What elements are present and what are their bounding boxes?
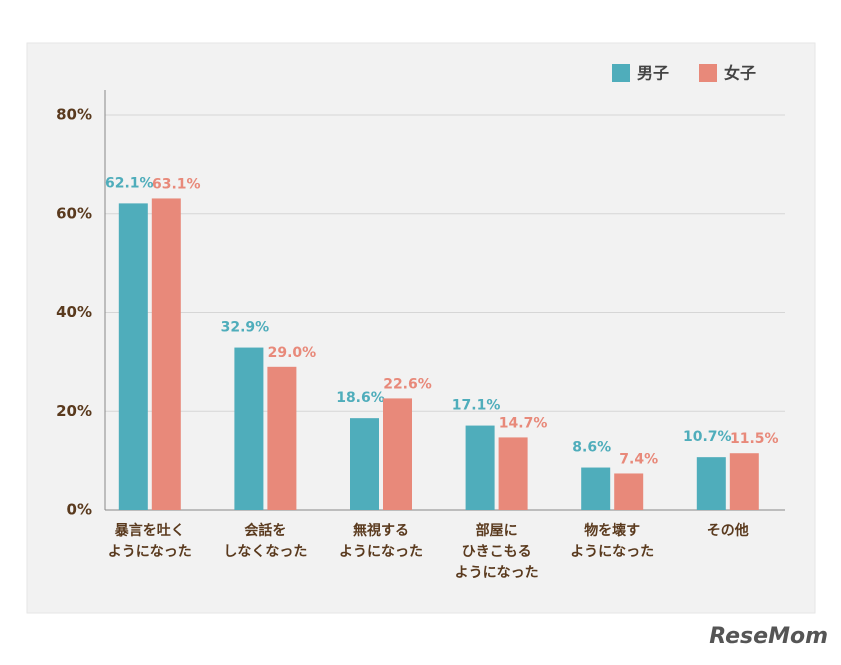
x-tick-label: ようになった bbox=[455, 565, 539, 581]
bar bbox=[581, 467, 611, 510]
x-tick-label: ひきこもる bbox=[462, 544, 532, 560]
bar bbox=[614, 473, 644, 510]
y-tick-label: 60% bbox=[56, 204, 92, 222]
value-label: 29.0% bbox=[268, 345, 317, 361]
x-tick-label: 物を壊す bbox=[584, 522, 640, 539]
value-label: 63.1% bbox=[152, 176, 201, 192]
x-tick-label: 無視する bbox=[353, 522, 409, 539]
bar bbox=[350, 418, 379, 510]
legend-swatch bbox=[612, 64, 630, 82]
legend-swatch bbox=[699, 64, 717, 82]
bar bbox=[498, 437, 528, 510]
bar bbox=[729, 453, 759, 510]
bar bbox=[267, 366, 297, 510]
value-label: 8.6% bbox=[572, 440, 611, 456]
watermark: ReseMom bbox=[709, 624, 828, 649]
x-tick-label: 暴言を吐く bbox=[114, 522, 185, 539]
value-label: 22.6% bbox=[383, 376, 432, 392]
x-tick-label: 部屋に bbox=[476, 522, 518, 539]
bar bbox=[151, 198, 181, 510]
value-label: 11.5% bbox=[730, 431, 779, 447]
value-label: 10.7% bbox=[683, 429, 732, 445]
value-label: 32.9% bbox=[221, 320, 270, 336]
y-tick-label: 0% bbox=[67, 501, 92, 519]
bar bbox=[234, 347, 264, 510]
x-tick-label: ようになった bbox=[339, 544, 423, 560]
bar bbox=[383, 398, 412, 510]
y-tick-label: 20% bbox=[56, 402, 92, 420]
value-label: 18.6% bbox=[336, 390, 385, 406]
y-tick-label: 80% bbox=[56, 106, 92, 124]
value-label: 7.4% bbox=[619, 451, 658, 467]
legend-label: 女子 bbox=[724, 64, 756, 83]
y-tick-label: 40% bbox=[56, 303, 92, 321]
x-tick-label: ようになった bbox=[570, 544, 654, 560]
x-tick-label: しなくなった bbox=[223, 544, 307, 560]
x-tick-label: ようになった bbox=[108, 544, 192, 560]
bar bbox=[118, 203, 148, 510]
legend-label: 男子 bbox=[637, 64, 669, 83]
value-label: 62.1% bbox=[105, 175, 154, 191]
value-label: 17.1% bbox=[452, 398, 501, 414]
value-label: 14.7% bbox=[499, 415, 548, 431]
x-tick-label: 会話を bbox=[244, 522, 286, 539]
x-tick-label: その他 bbox=[707, 522, 749, 539]
bar bbox=[696, 457, 726, 510]
bar bbox=[465, 425, 495, 510]
